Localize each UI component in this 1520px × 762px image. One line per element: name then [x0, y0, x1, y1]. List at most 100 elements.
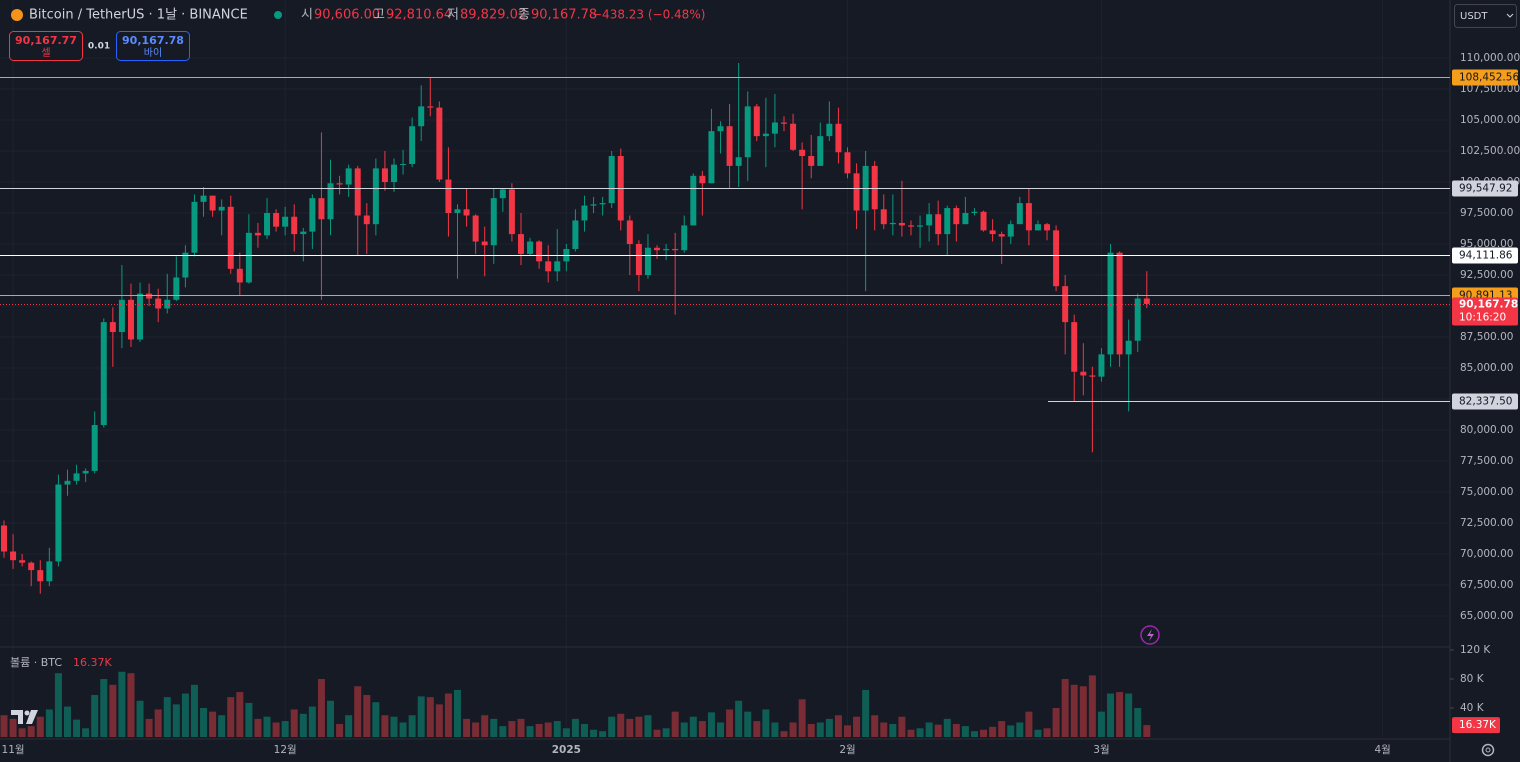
volume-bar — [354, 686, 362, 737]
buy-label[interactable]: 바이 — [144, 47, 162, 59]
currency[interactable]: USDT — [1460, 11, 1488, 22]
candle-body — [581, 205, 588, 221]
volume-bar — [689, 716, 697, 737]
volume-bar — [209, 711, 217, 737]
volume-bar — [100, 679, 108, 737]
x-tick-label: 2025 — [552, 744, 581, 756]
volume-bar — [980, 729, 988, 737]
candle-body — [336, 183, 343, 185]
level-label: 82,337.50 — [1459, 396, 1512, 408]
candle-body — [73, 473, 80, 481]
sell-button[interactable] — [9, 31, 83, 61]
volume-bar — [562, 728, 570, 737]
volume-bar — [1052, 708, 1060, 737]
y-tick-label: 75,000.00 — [1460, 486, 1513, 498]
y-tick-label: 72,500.00 — [1460, 517, 1513, 529]
candle-body — [844, 152, 851, 174]
candle-body — [327, 183, 334, 220]
candle-body — [962, 213, 969, 225]
last-price-badge — [1452, 297, 1518, 326]
volume-bar — [943, 718, 951, 737]
candle-body — [781, 122, 787, 124]
candle-body — [980, 211, 987, 231]
lightning-icon[interactable] — [1140, 625, 1160, 645]
x-tick-label: 3월 — [1093, 744, 1109, 756]
volume-bar — [127, 673, 135, 737]
buy-button[interactable] — [116, 31, 190, 61]
level-badge — [1452, 393, 1518, 410]
volume-bar — [780, 731, 788, 737]
candle-body — [82, 470, 89, 474]
volume-bar — [1125, 693, 1133, 737]
volume-last: 16.37K — [73, 656, 112, 669]
candle-body — [109, 322, 116, 333]
candle-body — [672, 248, 679, 251]
volume-bar — [970, 731, 978, 737]
volume-bar — [91, 694, 99, 737]
y-tick-label: 95,000.00 — [1460, 238, 1513, 250]
volume-bar — [118, 671, 126, 737]
volume-bar — [263, 716, 271, 737]
volume-tick-label: 40 K — [1460, 702, 1485, 714]
volume-badge-label: 16.37K — [1459, 719, 1497, 731]
level-label: 99,547.92 — [1459, 183, 1512, 195]
volume-bar — [653, 729, 661, 737]
volume-bar — [989, 726, 997, 737]
volume-bar — [907, 729, 915, 737]
candle-body — [182, 252, 189, 278]
volume-bar — [726, 709, 734, 737]
volume-bar — [762, 709, 770, 737]
volume-bar — [735, 700, 743, 737]
volume-bar — [281, 721, 289, 737]
y-tick-label: 97,500.00 — [1460, 207, 1513, 219]
candle-body — [46, 561, 53, 582]
volume-bar — [853, 716, 861, 737]
candle-body — [654, 247, 661, 251]
grid — [0, 0, 1450, 737]
candle-body — [1053, 230, 1060, 287]
volume-bar — [236, 692, 244, 737]
ohlc-key: 저 — [447, 8, 459, 23]
settings-icon[interactable] — [1481, 743, 1495, 757]
volume-bar — [825, 718, 833, 737]
candle-body — [1089, 375, 1096, 377]
candle-body — [799, 149, 806, 156]
volume-bar — [1088, 675, 1096, 737]
candle-body — [771, 122, 778, 134]
x-tick-label: 4월 — [1374, 744, 1390, 756]
volume-bar — [834, 715, 842, 737]
candle-body — [218, 206, 225, 211]
y-tick-label: 65,000.00 — [1460, 610, 1513, 622]
currency-select[interactable] — [1454, 4, 1517, 28]
sell-price[interactable]: 90,167.77 — [15, 34, 77, 47]
sell-label[interactable]: 셀 — [41, 47, 50, 59]
level-badge — [1452, 69, 1518, 86]
candle-body — [572, 220, 579, 249]
volume-bar — [662, 728, 670, 737]
volume-bar — [9, 718, 17, 737]
candle-body — [681, 225, 688, 251]
candle-body — [291, 216, 298, 235]
volume-bar — [771, 722, 779, 737]
volume-bar — [535, 723, 543, 737]
volume-bar — [82, 728, 90, 737]
buy-price[interactable]: 90,167.78 — [122, 34, 184, 47]
volume-bar — [218, 715, 226, 737]
candle-body — [817, 136, 824, 166]
candle-body — [155, 298, 162, 309]
volume-bar — [245, 702, 253, 737]
candle-body — [1, 525, 7, 552]
volume-bar — [925, 722, 933, 737]
candle-body — [998, 234, 1005, 237]
candle-body — [282, 216, 289, 227]
volume-bar — [172, 704, 180, 737]
volume-badge — [1452, 717, 1500, 734]
candle-body — [463, 209, 470, 216]
y-tick-label: 67,500.00 — [1460, 579, 1513, 591]
candle-body — [436, 107, 443, 180]
candle-body — [191, 201, 198, 253]
volume-bar — [463, 718, 471, 737]
candle-body — [517, 234, 524, 254]
volume-bar — [744, 711, 752, 737]
